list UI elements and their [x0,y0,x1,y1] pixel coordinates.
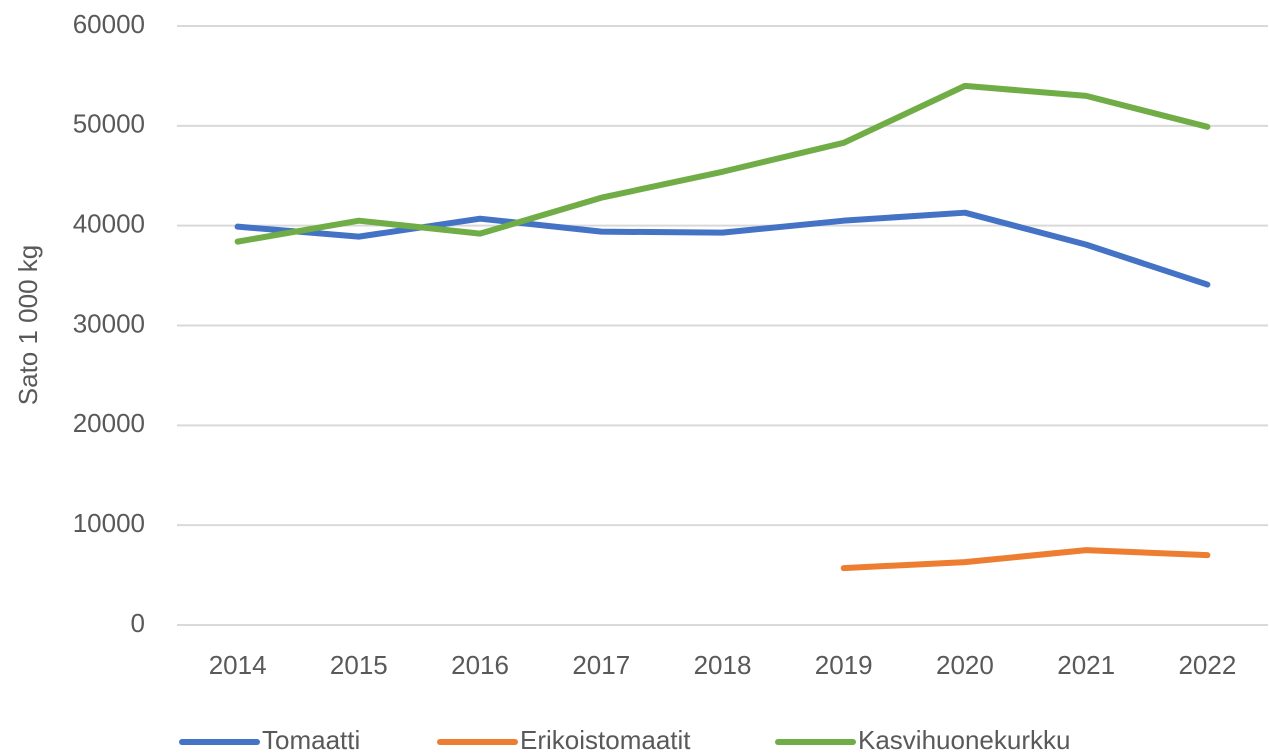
legend-label: Erikoistomaatit [520,725,691,755]
x-tick-label: 2020 [936,650,994,680]
y-tick-label: 50000 [73,109,145,139]
x-tick-label: 2018 [694,650,752,680]
x-tick-label: 2016 [451,650,509,680]
x-tick-label: 2019 [815,650,873,680]
y-tick-label: 40000 [73,209,145,239]
x-tick-label: 2022 [1178,650,1236,680]
series-line [234,82,1211,245]
series-line [840,547,1211,572]
x-tick-label: 2017 [572,650,630,680]
y-tick-label: 0 [131,608,145,638]
legend-label: Tomaatti [262,725,360,755]
series-line [234,209,1211,288]
x-tick-label: 2014 [209,650,267,680]
y-tick-label: 60000 [73,9,145,39]
legend-label: Kasvihuonekurkku [858,725,1070,755]
y-tick-label: 10000 [73,508,145,538]
y-tick-label: 20000 [73,408,145,438]
x-tick-label: 2021 [1057,650,1115,680]
y-axis-label: Sato 1 000 kg [13,245,43,405]
y-tick-label: 30000 [73,308,145,338]
x-tick-label: 2015 [330,650,388,680]
